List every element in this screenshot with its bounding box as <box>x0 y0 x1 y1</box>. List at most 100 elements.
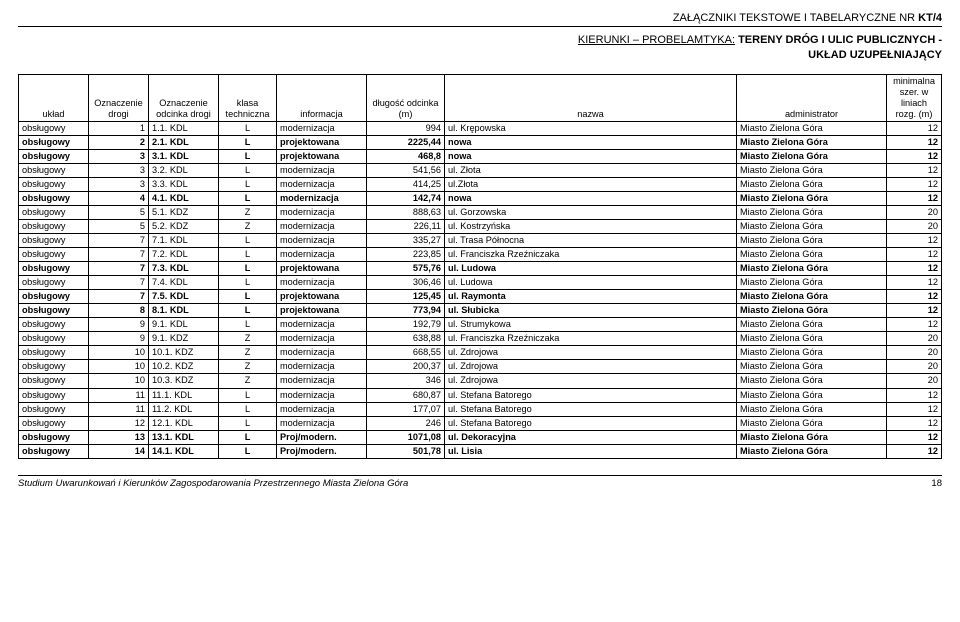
cell: obsługowy <box>19 178 89 192</box>
cell: Z <box>219 346 277 360</box>
cell: 3 <box>89 178 149 192</box>
cell: 200,37 <box>367 360 445 374</box>
cell: ul. Gorzowska <box>445 206 737 220</box>
cell: L <box>219 388 277 402</box>
cell: L <box>219 234 277 248</box>
cell: 888,63 <box>367 206 445 220</box>
attachment-code: KT/4 <box>918 12 942 24</box>
cell: Miasto Zielona Góra <box>737 374 887 388</box>
attachment-prefix: ZAŁĄCZNIKI TEKSTOWE I TABELARYCZNE NR <box>673 12 918 24</box>
cell: Miasto Zielona Góra <box>737 135 887 149</box>
cell: ul. Strumykowa <box>445 318 737 332</box>
cell: obsługowy <box>19 332 89 346</box>
cell: modernizacja <box>277 402 367 416</box>
cell: 5 <box>89 206 149 220</box>
cell: modernizacja <box>277 318 367 332</box>
cell: obsługowy <box>19 318 89 332</box>
cell: 20 <box>887 346 942 360</box>
cell: Miasto Zielona Góra <box>737 402 887 416</box>
cell: L <box>219 262 277 276</box>
cell: Miasto Zielona Góra <box>737 430 887 444</box>
cell: 7 <box>89 248 149 262</box>
cell: Miasto Zielona Góra <box>737 332 887 346</box>
cell: L <box>219 121 277 135</box>
table-row: obsługowy1313.1. KDLLProj/modern.1071,08… <box>19 430 942 444</box>
cell: modernizacja <box>277 121 367 135</box>
cell: 5 <box>89 220 149 234</box>
cell: ul. Zdrojowa <box>445 360 737 374</box>
cell: 7.1. KDL <box>149 234 219 248</box>
cell: 125,45 <box>367 290 445 304</box>
cell: Proj/modern. <box>277 430 367 444</box>
cell: Miasto Zielona Góra <box>737 318 887 332</box>
cell: projektowana <box>277 135 367 149</box>
cell: 10.3. KDZ <box>149 374 219 388</box>
table-row: obsługowy1010.1. KDZZmodernizacja668,55u… <box>19 346 942 360</box>
cell: Miasto Zielona Góra <box>737 388 887 402</box>
cell: 12 <box>89 416 149 430</box>
cell: 10 <box>89 360 149 374</box>
cell: 11.1. KDL <box>149 388 219 402</box>
table-row: obsługowy77.5. KDLLprojektowana125,45ul.… <box>19 290 942 304</box>
cell: ul. Franciszka Rzeźniczaka <box>445 332 737 346</box>
cell: 12 <box>887 164 942 178</box>
cell: 20 <box>887 220 942 234</box>
cell: 7 <box>89 262 149 276</box>
cell: obsługowy <box>19 402 89 416</box>
cell: ul. Złota <box>445 164 737 178</box>
cell: 541,56 <box>367 164 445 178</box>
cell: 10 <box>89 346 149 360</box>
cell: 1.1. KDL <box>149 121 219 135</box>
cell: ul. Słubicka <box>445 304 737 318</box>
cell: obsługowy <box>19 444 89 458</box>
cell: L <box>219 444 277 458</box>
roads-table: układ Oznaczenie drogi Oznaczenie odcink… <box>18 74 942 459</box>
attachment-header: ZAŁĄCZNIKI TEKSTOWE I TABELARYCZNE NR KT… <box>18 12 942 27</box>
cell: obsługowy <box>19 121 89 135</box>
cell: Miasto Zielona Góra <box>737 304 887 318</box>
cell: nowa <box>445 192 737 206</box>
cell: 1071,08 <box>367 430 445 444</box>
cell: 14 <box>89 444 149 458</box>
cell: L <box>219 416 277 430</box>
cell: 7 <box>89 234 149 248</box>
title-line-2: UKŁAD UZUPEŁNIAJĄCY <box>808 49 942 61</box>
table-row: obsługowy33.3. KDLLmodernizacja414,25ul.… <box>19 178 942 192</box>
cell: obsługowy <box>19 262 89 276</box>
cell: Z <box>219 374 277 388</box>
cell: 8 <box>89 304 149 318</box>
table-row: obsługowy88.1. KDLLprojektowana773,94ul.… <box>19 304 942 318</box>
cell: 12.1. KDL <box>149 416 219 430</box>
cell: L <box>219 149 277 163</box>
cell: 12 <box>887 318 942 332</box>
table-row: obsługowy22.1. KDLLprojektowana2225,44no… <box>19 135 942 149</box>
cell: 9 <box>89 332 149 346</box>
cell: ul. Ludowa <box>445 262 737 276</box>
cell: 12 <box>887 304 942 318</box>
cell: Miasto Zielona Góra <box>737 346 887 360</box>
cell: 11 <box>89 388 149 402</box>
cell: Miasto Zielona Góra <box>737 444 887 458</box>
footer-left: Studium Uwarunkowań i Kierunków Zagospod… <box>18 478 408 489</box>
cell: 7.2. KDL <box>149 248 219 262</box>
table-row: obsługowy1111.2. KDLLmodernizacja177,07u… <box>19 402 942 416</box>
cell: projektowana <box>277 304 367 318</box>
table-row: obsługowy1010.2. KDZZmodernizacja200,37u… <box>19 360 942 374</box>
cell: 4.1. KDL <box>149 192 219 206</box>
cell: L <box>219 430 277 444</box>
cell: 226,11 <box>367 220 445 234</box>
col-ozn-drogi: Oznaczenie drogi <box>89 74 149 121</box>
table-row: obsługowy1212.1. KDLLmodernizacja246ul. … <box>19 416 942 430</box>
table-row: obsługowy44.1. KDLLmodernizacja142,74now… <box>19 192 942 206</box>
cell: modernizacja <box>277 416 367 430</box>
cell: L <box>219 318 277 332</box>
cell: 468,8 <box>367 149 445 163</box>
cell: 12 <box>887 276 942 290</box>
cell: 223,85 <box>367 248 445 262</box>
cell: ul. Lisia <box>445 444 737 458</box>
cell: nowa <box>445 149 737 163</box>
cell: 7.4. KDL <box>149 276 219 290</box>
cell: L <box>219 276 277 290</box>
cell: 8.1. KDL <box>149 304 219 318</box>
cell: L <box>219 178 277 192</box>
